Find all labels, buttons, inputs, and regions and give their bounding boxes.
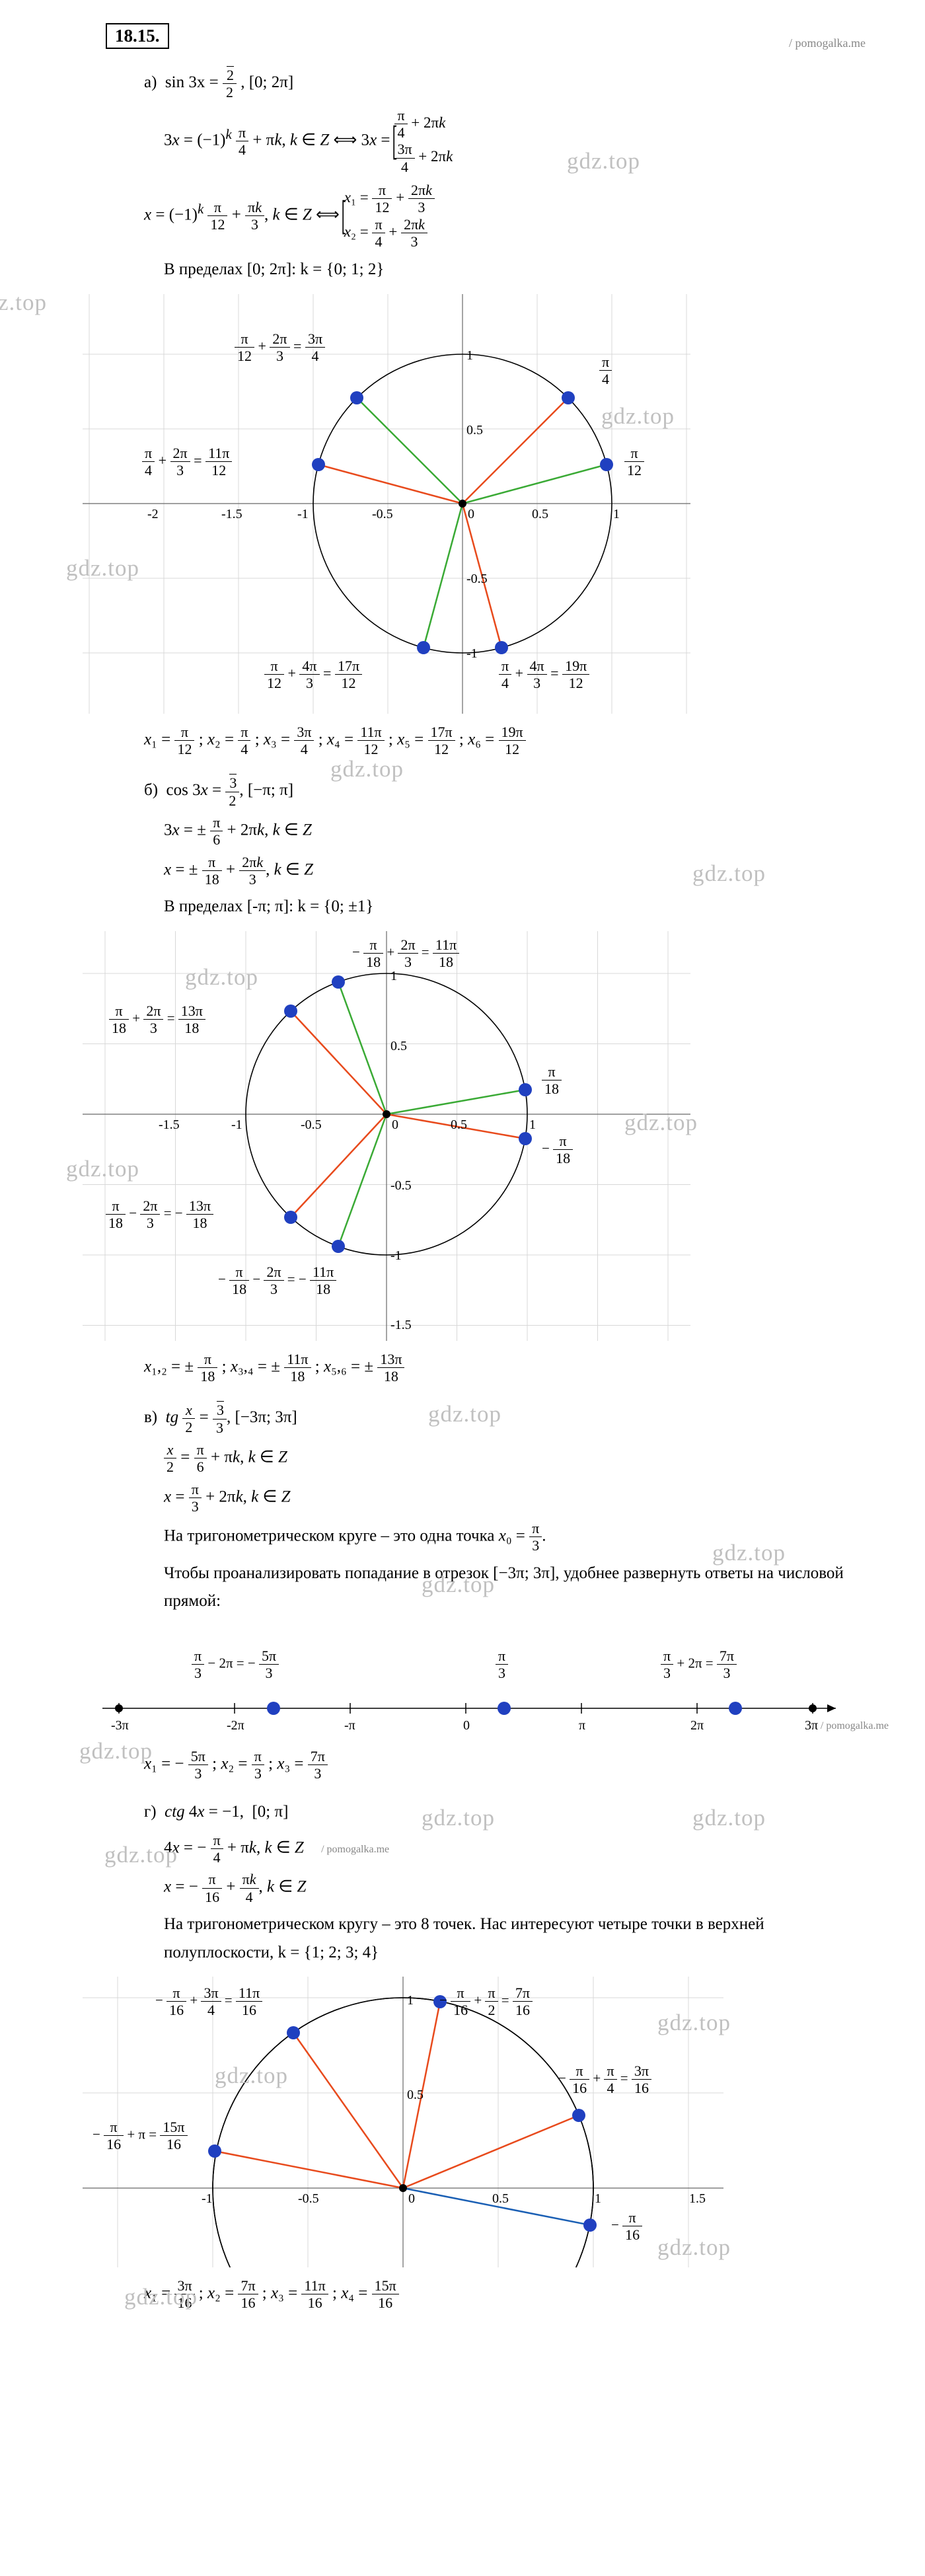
part-b-eq1: б) cos 3x = 32, [−π; π]: [144, 774, 866, 809]
part-d-text1: На тригонометрическом кругу – это 8 точе…: [164, 1911, 866, 1967]
part-b-eq2: 3x = ± π6 + 2πk, k ∈ Z: [164, 814, 866, 849]
chart-d: -1 -0.5 0 0.5 1 1.5 1 0.5 − π16 + 3π4 = …: [83, 1977, 866, 2267]
part-d-eq1: г) ctg 4x = −1, [0; π] gdz.top gdz.top: [144, 1798, 866, 1827]
part-c-eq3: x = π3 + 2πk, k ∈ Z: [164, 1481, 866, 1515]
numberline-c: -3π -2π -π 0 π 2π 3π π3 − 2π = − 5π3 π3 …: [92, 1622, 866, 1738]
part-c-eq2: x2 = π6 + πk, k ∈ Z: [164, 1441, 866, 1476]
problem-number: 18.15.: [106, 23, 169, 49]
part-a-eq3: x = (−1)k π12 + πk3, k ∈ Z ⟺ [ x₁ = π12 …: [144, 181, 866, 250]
part-c-text2: Чтобы проанализировать попадание в отрез…: [164, 1560, 866, 1616]
source-tag: / pomogalka.me: [789, 36, 866, 50]
part-d-eq2: 4x = − π4 + πk, k ∈ Z / pomogalka.me gdz…: [164, 1832, 866, 1866]
part-b-interval: В пределах [-π; π]: k = {0; ±1}: [164, 893, 866, 921]
part-d-answer: x₁ = 3π16 ; x₂ = 7π16 ; x₃ = 11π16 ; x₄ …: [144, 2277, 866, 2312]
part-a-interval: В пределах [0; 2π]: k = {0; 1; 2}: [164, 256, 866, 284]
chart-a: -2 -1.5 -1 -0.5 0 0.5 1 1 0.5 -0.5 -1 π1…: [83, 294, 866, 714]
chart-b: -1.5 -1 -0.5 0 0.5 1 1 0.5 -0.5 -1 -1.5 …: [83, 931, 866, 1341]
part-c-eq1: в) tg x2 = 33, [−3π; 3π] gdz.top: [144, 1401, 866, 1436]
part-c-answer: x₁ = − 5π3 ; x₂ = π3 ; x₃ = 7π3: [144, 1748, 866, 1782]
part-a-answer: x₁ = π12 ; x₂ = π4 ; x₃ = 3π4 ; x₄ = 11π…: [144, 724, 866, 758]
part-d-eq3: x = − π16 + πk4, k ∈ Z: [164, 1871, 866, 1905]
part-b-answer: x₁,₂ = ± π18 ; x₃,₄ = ± 11π18 ; x₅,₆ = ±…: [144, 1351, 866, 1385]
part-a-eq1: а) sin 3x = 22 , [0; 2π]: [144, 66, 866, 101]
part-b-eq3: x = ± π18 + 2πk3, k ∈ Z gdz.top: [164, 854, 866, 888]
part-a-eq2: 3x = (−1)k π4 + πk, k ∈ Z ⟺ 3x = [ π4 + …: [164, 106, 866, 176]
